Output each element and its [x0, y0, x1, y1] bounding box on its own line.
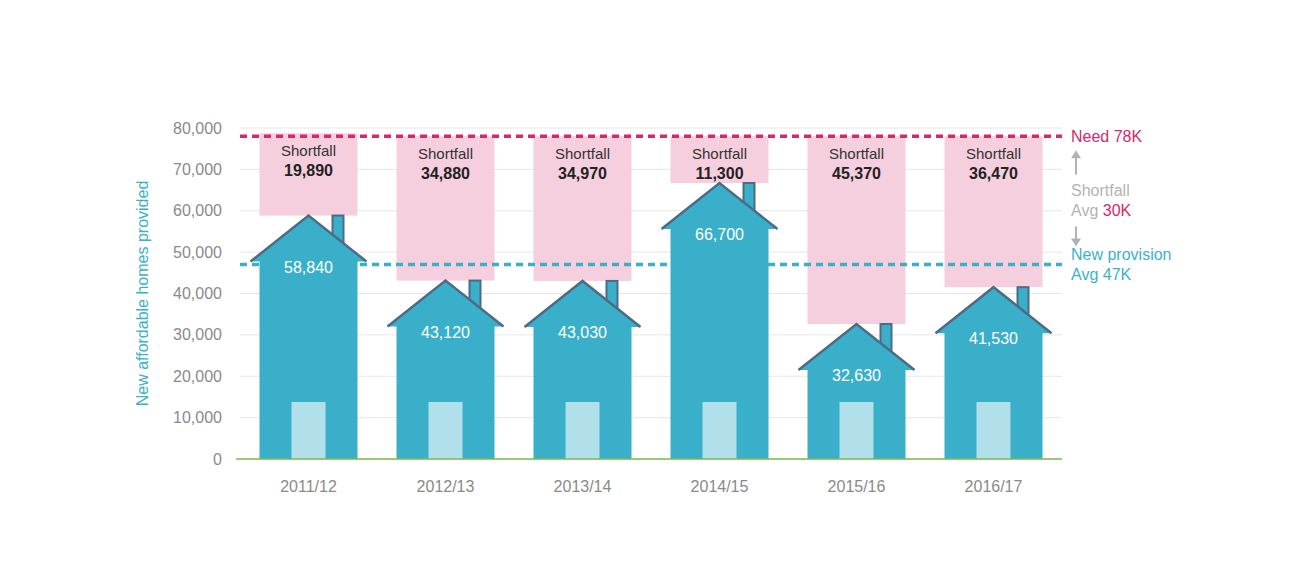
arrow [1075, 156, 1077, 174]
series-name-label: Shortfall [418, 145, 473, 162]
roof [251, 216, 367, 262]
grid-line [240, 252, 1062, 253]
data-label: 32,630 [832, 367, 881, 384]
data-label: 34,880 [421, 165, 470, 182]
roof [662, 183, 778, 229]
chart: 0 10,000 20,000 30,000 40,000 50,000 60,000 70,… [0, 0, 1299, 572]
data-label: 43,120 [421, 324, 470, 341]
category-label: 2016/17 [965, 478, 1023, 495]
door [840, 402, 874, 459]
roof-line [525, 281, 641, 327]
series-name-label: Shortfall [692, 145, 747, 162]
grid-line [240, 169, 1062, 170]
roof-line [388, 281, 504, 327]
tick-label: 10,000 [173, 409, 222, 426]
annotation: Shortfall [1071, 182, 1130, 199]
reference-label: Avg 47K [1071, 266, 1132, 283]
shortfall-bar [808, 136, 906, 324]
house-body [397, 319, 495, 459]
roof-line [251, 216, 367, 262]
door [977, 402, 1011, 459]
house-bar [525, 281, 641, 459]
category-label: 2011/12 [280, 478, 337, 495]
door [703, 402, 737, 459]
door [566, 402, 600, 459]
shortfall-bar [260, 133, 358, 215]
grid-line [240, 417, 1062, 418]
house-bar [662, 183, 778, 459]
baseline [236, 458, 1062, 460]
shortfall-bar [397, 136, 495, 280]
roof-line [936, 287, 1052, 333]
grid-line [240, 376, 1062, 377]
roof [936, 287, 1052, 333]
house-body [671, 221, 769, 459]
arrow-head [1071, 150, 1081, 158]
reference-line [240, 263, 1062, 267]
house-body [808, 362, 906, 459]
category-label: 2013/14 [554, 478, 612, 495]
series-name-label: Shortfall [829, 145, 884, 162]
house-bar [936, 287, 1052, 459]
data-label: 34,970 [558, 165, 607, 182]
arrow-head [1071, 239, 1081, 247]
reference-label: Need 78K [1071, 128, 1142, 145]
data-label: 11,300 [695, 165, 743, 182]
tick-label: 60,000 [173, 202, 222, 219]
tick-label: 0 [213, 451, 222, 468]
annotation: Avg 30K [1071, 202, 1132, 219]
grid-line [240, 334, 1062, 335]
series-name-label: Shortfall [966, 145, 1021, 162]
category-label: 2012/13 [417, 478, 475, 495]
roof [388, 281, 504, 327]
annotation-text: 30K [1098, 202, 1131, 219]
shortfall-bar [534, 136, 632, 281]
grid-line [240, 210, 1062, 211]
roof [799, 324, 915, 370]
grid-line [240, 128, 1062, 129]
data-label: 58,840 [284, 259, 333, 276]
tick-label: 30,000 [173, 326, 222, 343]
category-label: 2015/16 [828, 478, 886, 495]
house-body [534, 319, 632, 459]
tick-label: 70,000 [173, 161, 222, 178]
tick-label: 50,000 [173, 244, 222, 261]
grid-line [240, 293, 1062, 294]
house-bar [251, 216, 367, 459]
roof [525, 281, 641, 327]
door [429, 402, 463, 459]
door [292, 402, 326, 459]
grid [240, 128, 1062, 459]
data-label: 45,370 [832, 165, 881, 182]
house-body [260, 254, 358, 459]
house-bar [799, 324, 915, 459]
shortfall-bar [671, 136, 769, 183]
marks [240, 133, 1062, 459]
house-body [945, 325, 1043, 459]
roof-line [799, 324, 915, 370]
roof-line [662, 183, 778, 229]
data-label: 36,470 [969, 165, 1018, 182]
annotation-text: Avg [1071, 202, 1098, 219]
data-label: 66,700 [695, 226, 744, 243]
tick-label: 20,000 [173, 368, 222, 385]
shortfall-bar [945, 136, 1043, 287]
axis-label: New affordable homes provided [134, 181, 151, 407]
data-label: 41,530 [969, 330, 1018, 347]
data-label: 19,890 [284, 162, 333, 179]
reference-line [240, 135, 1062, 139]
arrow [1075, 226, 1077, 240]
house-bar [388, 281, 504, 459]
category-label: 2014/15 [691, 478, 749, 495]
annotation-text: Shortfall [1071, 182, 1130, 199]
reference-label: New provision [1071, 246, 1171, 263]
tick-label: 40,000 [173, 285, 222, 302]
tick-label: 80,000 [173, 120, 222, 137]
series-name-label: Shortfall [555, 145, 610, 162]
series-name-label: Shortfall [281, 142, 336, 159]
data-label: 43,030 [558, 324, 607, 341]
